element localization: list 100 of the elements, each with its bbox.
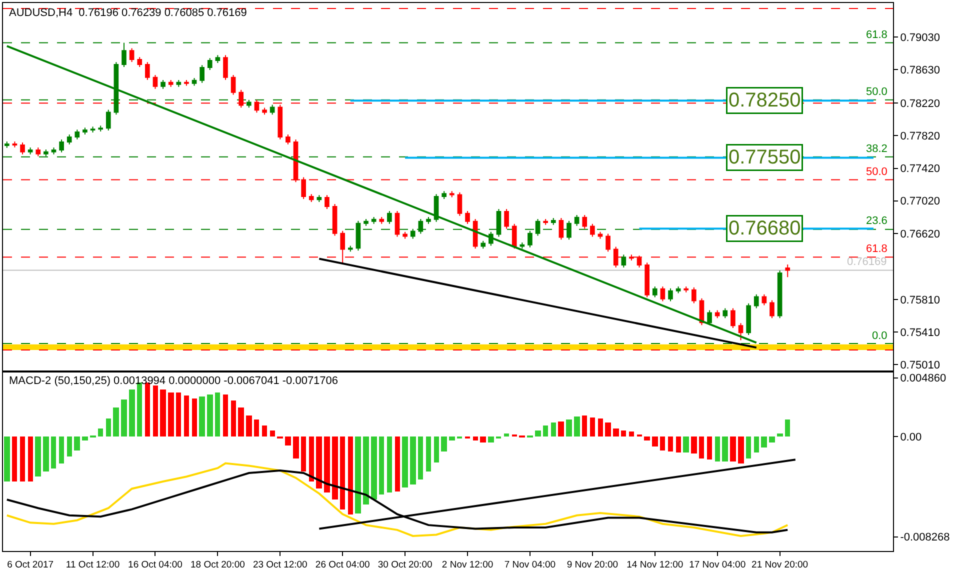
- bar: [441, 436, 447, 452]
- candlestick: [707, 310, 712, 326]
- candlestick: [36, 147, 41, 157]
- candlestick: [90, 126, 96, 133]
- candlestick: [387, 210, 392, 224]
- candlestick: [746, 302, 751, 336]
- x-tick-label: 16 Oct 04:00: [128, 559, 182, 570]
- bar: [223, 394, 228, 436]
- bar: [43, 436, 49, 472]
- x-tick-label: 21 Nov 20:00: [752, 559, 808, 570]
- bar: [582, 415, 587, 436]
- bar: [192, 398, 197, 436]
- candlestick: [20, 142, 25, 155]
- candlestick: [692, 286, 696, 304]
- bar: [395, 436, 400, 492]
- x-tick-label: 9 Nov 20:00: [566, 559, 618, 570]
- bar: [98, 428, 103, 436]
- bar: [574, 416, 580, 436]
- bar: [785, 419, 790, 436]
- candlestick: [160, 79, 166, 90]
- candlestick: [152, 74, 158, 90]
- bar: [340, 436, 345, 510]
- y-tick-label: 0.76620: [900, 228, 940, 240]
- bar: [418, 436, 423, 480]
- bar: [676, 436, 681, 452]
- candlestick: [449, 190, 454, 198]
- y-tick-label: 0.75410: [900, 326, 940, 339]
- candlestick: [59, 139, 64, 153]
- y-tick-label: 0.79030: [900, 32, 940, 44]
- bar: [67, 436, 72, 456]
- candlestick: [98, 125, 103, 132]
- bar: [160, 389, 166, 436]
- bar: [449, 436, 455, 440]
- bar: [598, 418, 603, 436]
- bar: [207, 394, 213, 436]
- candlestick: [106, 109, 111, 132]
- chart-title: AUDUSD,H4 0.76196 0.76239 0.76085 0.76169: [9, 7, 247, 19]
- candlestick: [457, 192, 462, 216]
- y-tick-label: 0.75010: [900, 360, 940, 372]
- annotation: 38.2: [866, 143, 888, 155]
- bar: [590, 417, 595, 436]
- candlestick: [4, 141, 10, 148]
- bar: [20, 436, 25, 482]
- candlestick: [82, 127, 88, 135]
- y-tick-label: 0.78220: [900, 98, 940, 110]
- candlestick: [512, 223, 517, 250]
- bar: [777, 433, 783, 436]
- y-tick-label: 0.75810: [900, 294, 940, 306]
- annotation: 61.8: [866, 243, 888, 255]
- candlestick: [145, 62, 150, 80]
- annotation: 23.6: [866, 215, 888, 227]
- bar: [410, 436, 416, 484]
- candlestick: [574, 214, 580, 226]
- candlestick: [606, 233, 610, 252]
- x-tick-label: 17 Nov 04:00: [689, 559, 746, 570]
- candlestick: [308, 194, 314, 203]
- candlestick: [668, 288, 673, 302]
- bar: [363, 436, 369, 504]
- bar: [199, 396, 205, 436]
- bar: [28, 436, 33, 482]
- y-tick-label: 0.77420: [900, 163, 940, 176]
- candlestick: [364, 218, 368, 226]
- bar: [652, 436, 658, 446]
- candlestick: [590, 223, 595, 238]
- bar: [309, 436, 314, 482]
- bar: [660, 436, 665, 450]
- annotation: 0.76169: [847, 256, 887, 268]
- bar: [348, 436, 353, 514]
- bar: [644, 436, 650, 440]
- candlestick: [504, 208, 509, 230]
- candlestick: [122, 42, 126, 68]
- candlestick: [176, 79, 182, 88]
- candlestick: [340, 230, 346, 264]
- x-tick-label: 2 Nov 12:00: [442, 559, 494, 570]
- candlestick: [730, 308, 736, 329]
- bar: [402, 436, 408, 488]
- x-tick-label: 26 Oct 04:00: [315, 559, 370, 570]
- bar: [434, 436, 439, 462]
- bar: [754, 436, 759, 452]
- bar: [738, 436, 744, 464]
- bar: [621, 430, 626, 436]
- candlestick: [286, 134, 290, 145]
- candlestick: [51, 147, 56, 155]
- x-tick-label: 18 Oct 20:00: [190, 559, 245, 570]
- candlestick: [207, 58, 212, 70]
- annotation: 50.0: [866, 166, 888, 178]
- bar: [215, 392, 220, 436]
- candlestick: [520, 242, 525, 250]
- bar: [543, 425, 548, 436]
- candlestick: [379, 216, 384, 224]
- x-tick-label: 7 Nov 04:00: [504, 559, 556, 570]
- bar: [504, 433, 509, 436]
- candlestick: [348, 245, 353, 252]
- bar: [238, 407, 244, 436]
- bar: [324, 436, 330, 492]
- bar: [426, 436, 431, 472]
- y-tick-label: 0.004860: [900, 372, 946, 385]
- candlestick: [722, 308, 728, 319]
- bar: [316, 436, 322, 488]
- bar: [488, 436, 494, 442]
